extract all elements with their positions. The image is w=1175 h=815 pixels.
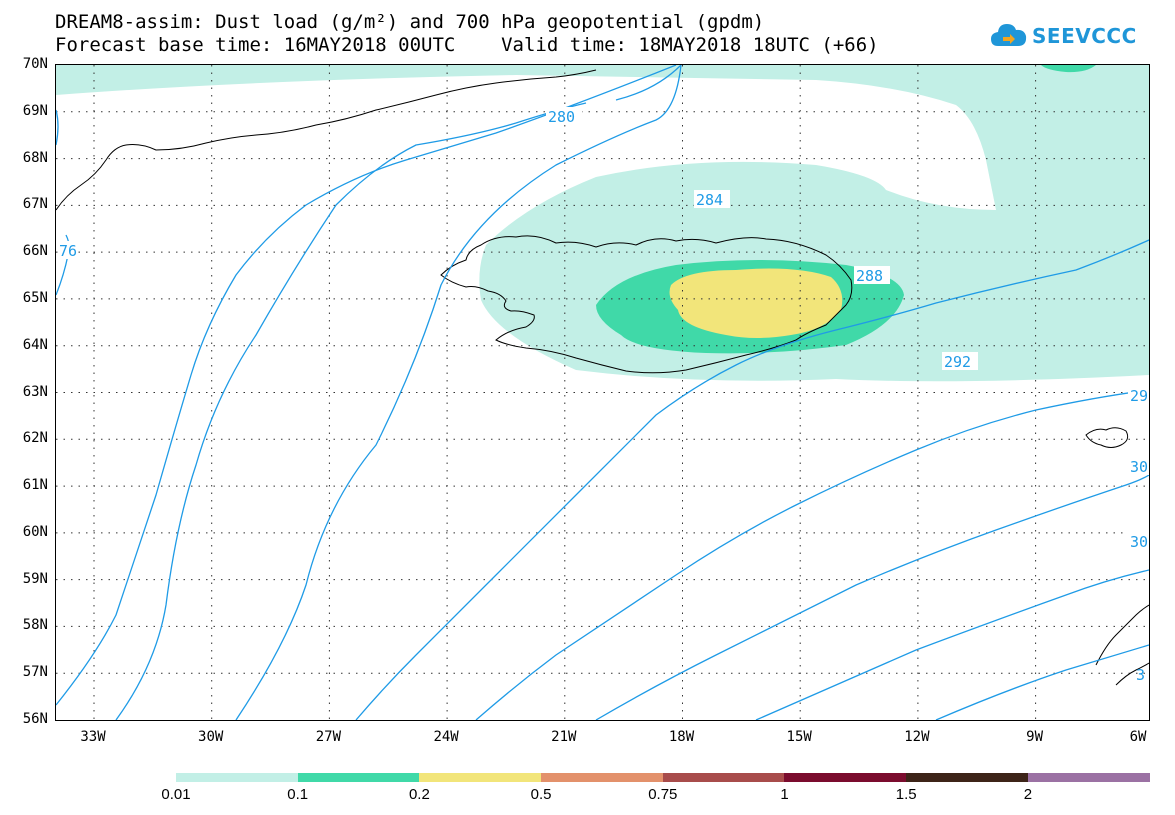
colorbar-label-1.5: 1.5 bbox=[895, 786, 917, 803]
contour-label-280: 280 bbox=[548, 108, 575, 126]
lat-label-61N: 61N bbox=[22, 477, 48, 494]
colorbar-segment-7 bbox=[1027, 773, 1150, 782]
dust-shading-0.01 bbox=[56, 65, 1149, 382]
contour-labels: 280 284 288 292 76 29 30 30 3 bbox=[59, 107, 1149, 684]
contour-label-304: 30 bbox=[1130, 533, 1148, 551]
colorbar-segment-4 bbox=[662, 773, 785, 782]
lon-label-6W: 6W bbox=[1129, 729, 1147, 745]
colorbar-label-1: 1 bbox=[780, 786, 789, 803]
iceland-coastline bbox=[440, 235, 853, 374]
lon-label-12W: 12W bbox=[904, 729, 930, 745]
contour-296 bbox=[475, 389, 1149, 720]
lon-label-30W: 30W bbox=[198, 729, 224, 745]
contour-288 bbox=[56, 65, 677, 706]
contour-308 bbox=[935, 644, 1149, 720]
dust-shading-0.2 bbox=[669, 268, 843, 338]
lon-label-18W: 18W bbox=[668, 729, 695, 745]
coastlines bbox=[56, 69, 1149, 686]
contour-272 bbox=[56, 109, 59, 146]
lat-label-62N: 62N bbox=[22, 430, 48, 447]
lat-label-65N: 65N bbox=[22, 289, 48, 306]
contour-280 bbox=[235, 65, 682, 720]
logo-text: SEEVCCC bbox=[1032, 24, 1137, 48]
contour-label-300: 30 bbox=[1130, 458, 1148, 476]
colorbar-segment-5 bbox=[784, 773, 907, 782]
contour-label-308: 3 bbox=[1136, 666, 1145, 684]
lat-label-63N: 63N bbox=[22, 383, 48, 400]
colorbar-segment-3 bbox=[541, 773, 663, 782]
contour-292 bbox=[355, 239, 1149, 720]
lat-label-66N: 66N bbox=[22, 243, 48, 260]
colorbar-label-0.2: 0.2 bbox=[408, 786, 430, 803]
dust-colorbar bbox=[176, 773, 1150, 782]
lat-label-60N: 60N bbox=[22, 523, 48, 540]
lat-label-70N: 70N bbox=[22, 56, 48, 72]
geopotential-contours bbox=[56, 65, 1149, 720]
lat-label-59N: 59N bbox=[22, 570, 48, 587]
lat-label-69N: 69N bbox=[22, 102, 48, 119]
seevccc-logo: SEEVCCC bbox=[990, 20, 1137, 52]
contour-304 bbox=[755, 569, 1149, 720]
lat-label-57N: 57N bbox=[22, 664, 48, 681]
colorbar-segment-6 bbox=[906, 773, 1028, 782]
colorbar-label-0.75: 0.75 bbox=[648, 786, 678, 803]
colorbar-segment-0 bbox=[176, 773, 298, 782]
contour-label-276: 76 bbox=[59, 242, 77, 260]
colorbar-segment-2 bbox=[419, 773, 542, 782]
lat-label-56N: 56N bbox=[22, 711, 48, 727]
faroe-coastline bbox=[1085, 427, 1129, 448]
colorbar-label-0.5: 0.5 bbox=[530, 786, 552, 803]
lon-label-15W: 15W bbox=[786, 729, 812, 745]
contour-label-284: 284 bbox=[696, 191, 723, 209]
cloud-icon bbox=[990, 20, 1028, 52]
colorbar-label-0.1: 0.1 bbox=[287, 786, 309, 803]
lat-label-58N: 58N bbox=[22, 617, 48, 634]
greenland-coastline bbox=[56, 69, 597, 211]
contour-label-292: 292 bbox=[944, 353, 971, 371]
map-canvas: 280 284 288 292 76 29 30 30 3 bbox=[56, 65, 1149, 720]
lat-label-64N: 64N bbox=[22, 336, 48, 353]
colorbar-label-2: 2 bbox=[1023, 786, 1033, 803]
lat-label-68N: 68N bbox=[22, 149, 48, 166]
map-title: DREAM8-assim: Dust load (g/m²) and 700 h… bbox=[55, 11, 765, 33]
contour-284 bbox=[115, 65, 682, 720]
contour-label-288: 288 bbox=[856, 267, 883, 285]
lat-label-67N: 67N bbox=[22, 196, 48, 213]
contour-label-296: 29 bbox=[1130, 387, 1148, 405]
forecast-time-subtitle: Forecast base time: 16MAY2018 00UTC Vali… bbox=[55, 34, 879, 56]
colorbar-label-0.01: 0.01 bbox=[161, 786, 191, 803]
colorbar-segment-1 bbox=[297, 773, 420, 782]
map-graticule bbox=[56, 65, 1149, 720]
map-area: 280 284 288 292 76 29 30 30 3 bbox=[55, 64, 1150, 721]
lon-label-27W: 27W bbox=[315, 729, 342, 745]
lon-label-21W: 21W bbox=[551, 729, 577, 745]
lon-label-33W: 33W bbox=[80, 729, 106, 745]
scotland-coastline bbox=[1095, 604, 1149, 686]
lon-label-24W: 24W bbox=[433, 729, 459, 745]
lon-label-9W: 9W bbox=[1026, 729, 1044, 745]
contour-300 bbox=[595, 474, 1149, 720]
